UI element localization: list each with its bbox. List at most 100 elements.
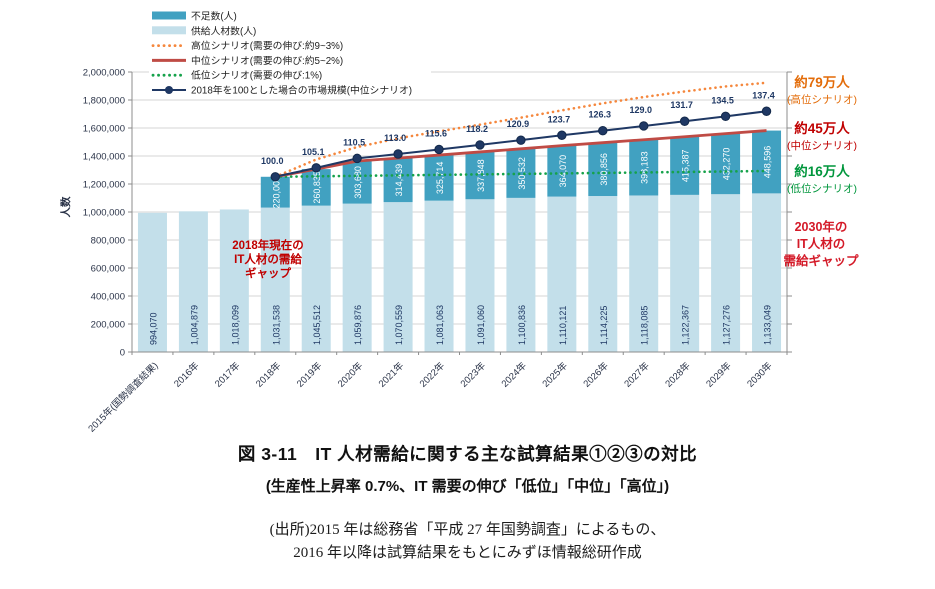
supply-bar-label: 1,118,085 xyxy=(640,306,650,345)
legend-item: 低位シナリオ(需要の伸び:1%) xyxy=(151,69,322,82)
high-scenario-line xyxy=(273,81,768,179)
supply-bar xyxy=(383,202,413,352)
supply-bar xyxy=(260,207,290,352)
shortage-bar xyxy=(342,161,372,204)
low-scenario-line xyxy=(273,169,768,179)
shortage-bar xyxy=(670,136,700,195)
figure-source-line1: (出所)2015 年は総務省「平成 27 年国勢調査」によるもの、 xyxy=(269,522,666,538)
annotation-gap-scenario: (中位シナリオ) xyxy=(787,139,857,152)
supply-bar-label: 1,122,367 xyxy=(681,305,691,345)
y-axis-title: 人数 xyxy=(59,196,72,217)
supply-bar xyxy=(752,193,782,352)
x-axis-label: 2015年(国勢調査結果) xyxy=(86,360,161,435)
x-axis-label: 2026年 xyxy=(581,359,612,390)
supply-bar-label: 1,110,121 xyxy=(558,306,568,345)
supply-bar xyxy=(465,199,495,352)
annotation-2030-gap: 2030年の xyxy=(795,219,848,234)
supply-bar xyxy=(711,194,741,352)
legend-label: 中位シナリオ(需要の伸び:約5~2%) xyxy=(191,54,343,67)
market-index-value-label: 100.0 xyxy=(261,156,284,166)
x-axis-label: 2016年 xyxy=(171,359,202,390)
x-axis-label: 2021年 xyxy=(376,359,407,390)
shortage-bar xyxy=(711,133,741,195)
x-axis-label: 2025年 xyxy=(540,359,571,390)
shortage-bar-label: 398,183 xyxy=(640,151,650,184)
annotation-2018-gap: IT人材の需給 xyxy=(234,252,302,266)
legend-item: 供給人材数(人) xyxy=(152,24,256,37)
market-index-value-label: 118.2 xyxy=(466,124,488,134)
supply-bar-label: 1,045,512 xyxy=(312,305,322,345)
shortage-bar xyxy=(424,155,454,201)
supply-bar xyxy=(629,195,659,352)
market-index-value-label: 137.4 xyxy=(752,90,775,100)
legend-background xyxy=(149,3,431,97)
supply-bar-label: 1,004,879 xyxy=(189,305,199,345)
y-axis-label: 600,000 xyxy=(91,264,125,275)
market-index-value-label: 113.0 xyxy=(384,133,406,143)
supply-bar xyxy=(137,212,167,352)
shortage-bar-label: 314,439 xyxy=(394,164,404,197)
market-index-marker xyxy=(720,111,731,122)
market-index-value-label: 134.5 xyxy=(711,95,734,105)
y-axis-label: 1,600,000 xyxy=(83,124,125,135)
shortage-bar-label: 448,596 xyxy=(763,146,773,179)
shortage-bar xyxy=(260,176,290,208)
market-index-marker xyxy=(393,149,403,159)
legend-item: 中位シナリオ(需要の伸び:約5~2%) xyxy=(152,54,343,67)
market-index-value-label: 129.0 xyxy=(629,105,652,115)
market-index-marker xyxy=(434,144,444,155)
shortage-bar-label: 325,714 xyxy=(435,162,445,195)
market-index-value-label: 115.6 xyxy=(425,128,447,138)
shortage-bar xyxy=(383,158,413,203)
shortage-bar-label: 415,387 xyxy=(681,150,691,183)
annotation-gap-value: 約16万人 xyxy=(794,163,850,179)
market-index-value-label: 120.9 xyxy=(507,119,530,129)
legend-label: 不足数(人) xyxy=(191,10,237,23)
market-index-value-label: 110.5 xyxy=(343,137,365,147)
y-axis-label: 1,800,000 xyxy=(83,96,125,107)
market-index-value-label: 126.3 xyxy=(589,110,612,120)
legend-label: 高位シナリオ(需要の伸び:約9~3%) xyxy=(191,39,343,52)
x-axis-label: 2018年 xyxy=(253,359,284,390)
supply-bar xyxy=(342,203,372,352)
annotation-2030-gap: 需給ギャップ xyxy=(783,253,859,268)
shortage-bar xyxy=(301,169,331,206)
market-index-marker xyxy=(516,135,526,145)
supply-bar-label: 1,100,836 xyxy=(517,305,527,345)
market-index-value-label: 123.7 xyxy=(548,114,571,124)
y-axis-label: 400,000 xyxy=(91,292,125,303)
shortage-bar-label: 364,070 xyxy=(558,155,568,188)
shortage-bar-label: 380,856 xyxy=(599,153,609,186)
market-index-marker xyxy=(352,153,362,164)
supply-bar xyxy=(547,196,577,352)
shortage-bar-label: 220,000 xyxy=(271,176,281,209)
annotation-2018-gap: 2018年現在の xyxy=(232,238,304,252)
market-index-marker xyxy=(598,126,608,136)
market-index-marker xyxy=(475,140,485,150)
x-axis-label: 2027年 xyxy=(622,359,653,390)
x-axis-label: 2030年 xyxy=(745,359,776,390)
x-axis-label: 2023年 xyxy=(458,359,489,390)
supply-bar xyxy=(178,211,208,352)
annotation-gap-value: 約45万人 xyxy=(794,120,850,136)
supply-bar-label: 1,127,276 xyxy=(722,305,732,345)
annotation-2030-gap: IT人材の xyxy=(797,236,846,251)
y-axis-label: 0 xyxy=(120,348,125,359)
supply-bar xyxy=(588,196,618,352)
figure-subcaption: (生産性上昇率 0.7%、IT 需要の伸び「低位」「中位」「高位」) xyxy=(265,478,670,495)
market-index-marker xyxy=(639,121,649,131)
y-axis-label: 800,000 xyxy=(91,236,125,247)
figure-caption: 図 3-11 IT 人材需給に関する主な試算結果①②③の対比 xyxy=(237,444,698,464)
legend-item: 2018年を100とした場合の市場規模(中位シナリオ) xyxy=(152,84,412,97)
y-axis-label: 1,000,000 xyxy=(83,208,125,219)
market-index-value-label: 131.7 xyxy=(670,100,693,110)
legend-label: 2018年を100とした場合の市場規模(中位シナリオ) xyxy=(191,84,412,97)
x-axis-label: 2029年 xyxy=(704,359,735,390)
supply-bar-label: 1,091,060 xyxy=(476,305,486,345)
annotation-2018-gap: ギャップ xyxy=(245,266,291,280)
x-axis-label: 2017年 xyxy=(212,359,243,390)
supply-bar-label: 1,081,063 xyxy=(435,305,445,345)
market-index-marker xyxy=(679,116,690,126)
supply-bar-label: 1,133,049 xyxy=(763,305,773,345)
supply-bar-label: 1,059,876 xyxy=(353,305,363,345)
